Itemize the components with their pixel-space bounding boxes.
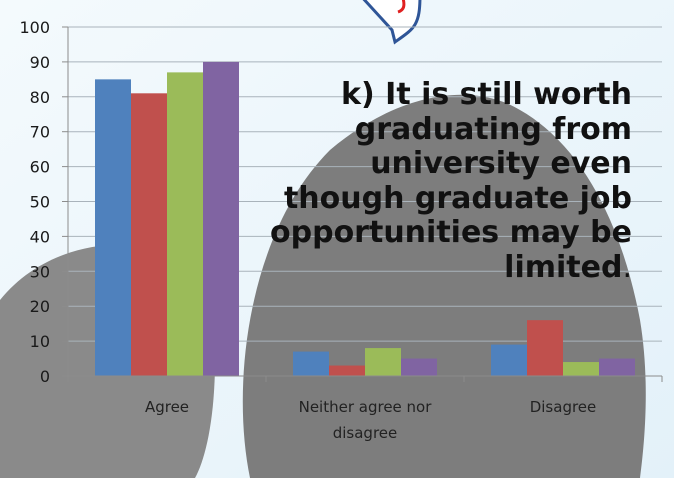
y-tick-label: 0	[40, 367, 50, 386]
overlay-statement: k) It is still worth graduating from uni…	[270, 77, 632, 285]
bar	[599, 358, 635, 376]
bar	[167, 72, 203, 377]
x-tick-label: disagree	[333, 424, 398, 442]
y-tick-label: 70	[30, 123, 50, 142]
bar	[491, 344, 527, 376]
bar	[329, 365, 365, 376]
background-shape-right	[242, 94, 646, 478]
y-tick-label: 50	[30, 193, 50, 212]
y-tick-label: 60	[30, 158, 50, 177]
y-tick-label: 20	[30, 297, 50, 316]
x-tick-label: Disagree	[530, 398, 597, 416]
bars	[95, 61, 635, 377]
y-tick-label: 80	[30, 88, 50, 107]
bar	[527, 320, 563, 376]
chart-overlay-text: k) It is still worth graduating from uni…	[212, 77, 632, 285]
callout-mark	[397, 0, 406, 14]
x-tick-label: Neither agree nor	[299, 398, 433, 416]
bar	[365, 348, 401, 376]
bar	[401, 358, 437, 376]
y-tick-label: 90	[30, 53, 50, 72]
y-tick-label: 10	[30, 332, 50, 351]
overlay-period: .	[622, 249, 632, 285]
bar	[293, 351, 329, 376]
bar	[203, 61, 239, 377]
bar	[131, 93, 167, 376]
x-tick-label: Agree	[145, 398, 189, 416]
y-axis: 0 10 20 30 40 50 60 70 80 90 100	[19, 18, 69, 386]
bar	[563, 362, 599, 376]
x-axis: Agree Neither agree nor disagree Disagree	[67, 375, 663, 442]
bar	[95, 79, 131, 376]
y-tick-label: 100	[19, 18, 50, 37]
y-tick-label: 30	[30, 262, 50, 281]
y-tick-label: 40	[30, 227, 50, 246]
